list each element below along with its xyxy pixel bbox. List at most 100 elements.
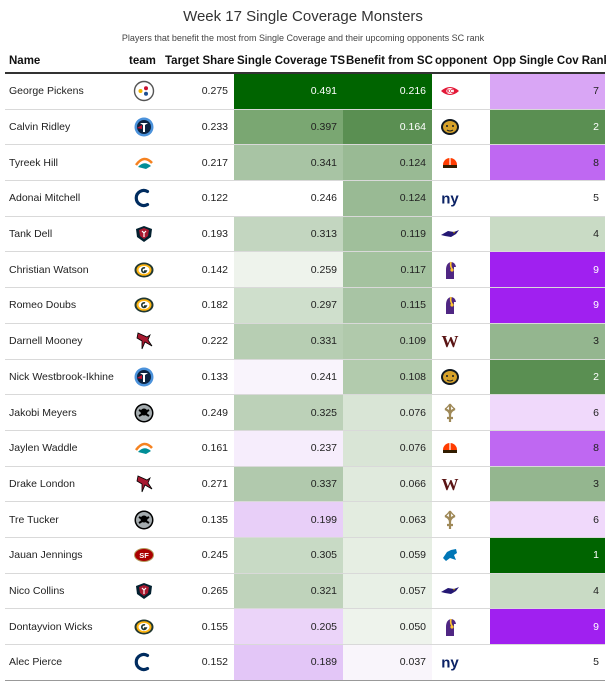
player-name-cell: Darnell Mooney: [5, 323, 126, 360]
target-share-cell: 0.122: [162, 180, 234, 217]
table-row: Alec Pierce 0.152 0.189 0.037 ny 5: [5, 644, 605, 681]
player-name-cell: George Pickens: [5, 73, 126, 110]
ravens-logo-icon: [441, 230, 459, 238]
benefit-cell: 0.037: [343, 644, 432, 681]
svg-text:W: W: [442, 332, 459, 351]
sc-ts-cell: 0.189: [234, 644, 343, 681]
sc-ts-cell: 0.341: [234, 144, 343, 182]
opponent-logo-cell: [432, 144, 490, 182]
dolphins-logo-icon: [134, 442, 153, 455]
player-name-cell: Jaylen Waddle: [5, 430, 126, 467]
player-name-cell: Alec Pierce: [5, 644, 126, 681]
table-row: Jauan Jennings SF 0.245 0.305 0.059 1: [5, 537, 605, 574]
table-row: Nick Westbrook-Ikhine 0.133 0.241 0.108 2: [5, 359, 605, 396]
table-row: Tyreek Hill 0.217 0.341 0.124 8: [5, 144, 605, 182]
svg-text:W: W: [442, 475, 459, 494]
target-share-cell: 0.155: [162, 608, 234, 645]
opponent-logo-cell: [432, 573, 490, 610]
opponent-logo-cell: [432, 109, 490, 146]
opp-rank-cell: 5: [490, 644, 605, 681]
sc-ts-cell: 0.397: [234, 109, 343, 146]
benefit-cell: 0.115: [343, 287, 432, 324]
raiders-logo-icon: [134, 510, 154, 530]
opponent-logo-cell: KC: [432, 73, 490, 110]
table-row: Jaylen Waddle 0.161 0.237 0.076 8: [5, 430, 605, 467]
table-row: Drake London 0.271 0.337 0.066 W 3: [5, 466, 605, 503]
texans-logo-icon: [136, 582, 152, 599]
jaguars-logo-icon: [441, 119, 459, 136]
table-row: Christian Watson 0.142 0.259 0.117 9: [5, 251, 605, 289]
benefit-cell: 0.050: [343, 608, 432, 645]
sc-ts-cell: 0.237: [234, 430, 343, 467]
benefit-cell: 0.076: [343, 430, 432, 467]
benefit-cell: 0.164: [343, 109, 432, 146]
sc-ts-cell: 0.331: [234, 323, 343, 360]
opp-rank-cell: 9: [490, 251, 605, 289]
player-name-cell: Jakobi Meyers: [5, 394, 126, 431]
benefit-cell: 0.076: [343, 394, 432, 431]
coverage-table: Name team Target Share Single Coverage T…: [5, 50, 606, 681]
table-row: Adonai Mitchell 0.122 0.246 0.124 ny 5: [5, 180, 605, 217]
steelers-logo-icon: [133, 81, 155, 102]
browns-logo-icon: [443, 157, 457, 168]
giants-logo-icon: ny: [441, 655, 459, 672]
benefit-cell: 0.124: [343, 180, 432, 217]
opp-rank-cell: 1: [490, 537, 605, 574]
sc-ts-cell: 0.337: [234, 466, 343, 503]
table-body: George Pickens 0.275 0.491 0.216 KC 7 Calvin R…: [5, 73, 605, 681]
header-opp-rank: Opp Single Cov Rank: [490, 50, 606, 74]
chart-subtitle: Players that benefit the most from Singl…: [121, 33, 485, 43]
jaguars-logo-icon: [441, 368, 459, 385]
titans-logo-icon: [134, 117, 154, 137]
header-benefit: Benefit from SC: [343, 50, 433, 74]
svg-text:SF: SF: [139, 551, 149, 560]
colts-logo-icon: [134, 189, 150, 208]
browns-logo-icon: [443, 443, 457, 454]
opponent-logo-cell: [432, 287, 490, 324]
vikings-logo-icon: [446, 618, 456, 636]
player-name-cell: Drake London: [5, 466, 126, 503]
opp-rank-cell: 3: [490, 323, 605, 360]
table-row: Tre Tucker 0.135 0.199 0.063 6: [5, 501, 605, 538]
texans-logo-icon: [136, 226, 152, 243]
target-share-cell: 0.161: [162, 430, 234, 467]
opp-rank-cell: 9: [490, 608, 605, 645]
benefit-cell: 0.066: [343, 466, 432, 503]
falcons-logo-icon: [136, 475, 153, 493]
sc-ts-cell: 0.305: [234, 537, 343, 574]
commanders-logo-icon: W: [442, 332, 459, 351]
sc-ts-cell: 0.241: [234, 359, 343, 396]
packers-logo-icon: [134, 262, 154, 278]
benefit-cell: 0.119: [343, 216, 432, 253]
target-share-cell: 0.193: [162, 216, 234, 253]
svg-text:ny: ny: [441, 191, 459, 208]
49ers-logo-icon: SF: [134, 548, 154, 563]
target-share-cell: 0.265: [162, 573, 234, 610]
benefit-cell: 0.063: [343, 501, 432, 538]
chart-title: Week 17 Single Coverage Monsters: [183, 8, 423, 25]
target-share-cell: 0.233: [162, 109, 234, 146]
titans-logo-icon: [134, 367, 154, 387]
player-name-cell: Tyreek Hill: [5, 144, 126, 182]
team-logo-cell: [126, 501, 162, 538]
table-row: George Pickens 0.275 0.491 0.216 KC 7: [5, 73, 605, 110]
target-share-cell: 0.135: [162, 501, 234, 538]
opponent-logo-cell: [432, 251, 490, 289]
player-name-cell: Tank Dell: [5, 216, 126, 253]
team-logo-cell: [126, 608, 162, 645]
header-team: team: [126, 50, 162, 74]
vikings-logo-icon: [446, 261, 456, 279]
team-logo-cell: [126, 73, 162, 110]
team-logo-cell: [126, 573, 162, 610]
sc-ts-cell: 0.297: [234, 287, 343, 324]
raiders-logo-icon: [134, 403, 154, 423]
header-opponent: opponent: [432, 50, 490, 74]
giants-logo-icon: ny: [441, 191, 459, 208]
team-logo-cell: [126, 359, 162, 396]
table-row: Darnell Mooney 0.222 0.331 0.109 W 3: [5, 323, 605, 360]
header-name: Name: [5, 50, 126, 74]
opp-rank-cell: 2: [490, 359, 605, 396]
team-logo-cell: [126, 430, 162, 467]
opp-rank-cell: 8: [490, 144, 605, 182]
